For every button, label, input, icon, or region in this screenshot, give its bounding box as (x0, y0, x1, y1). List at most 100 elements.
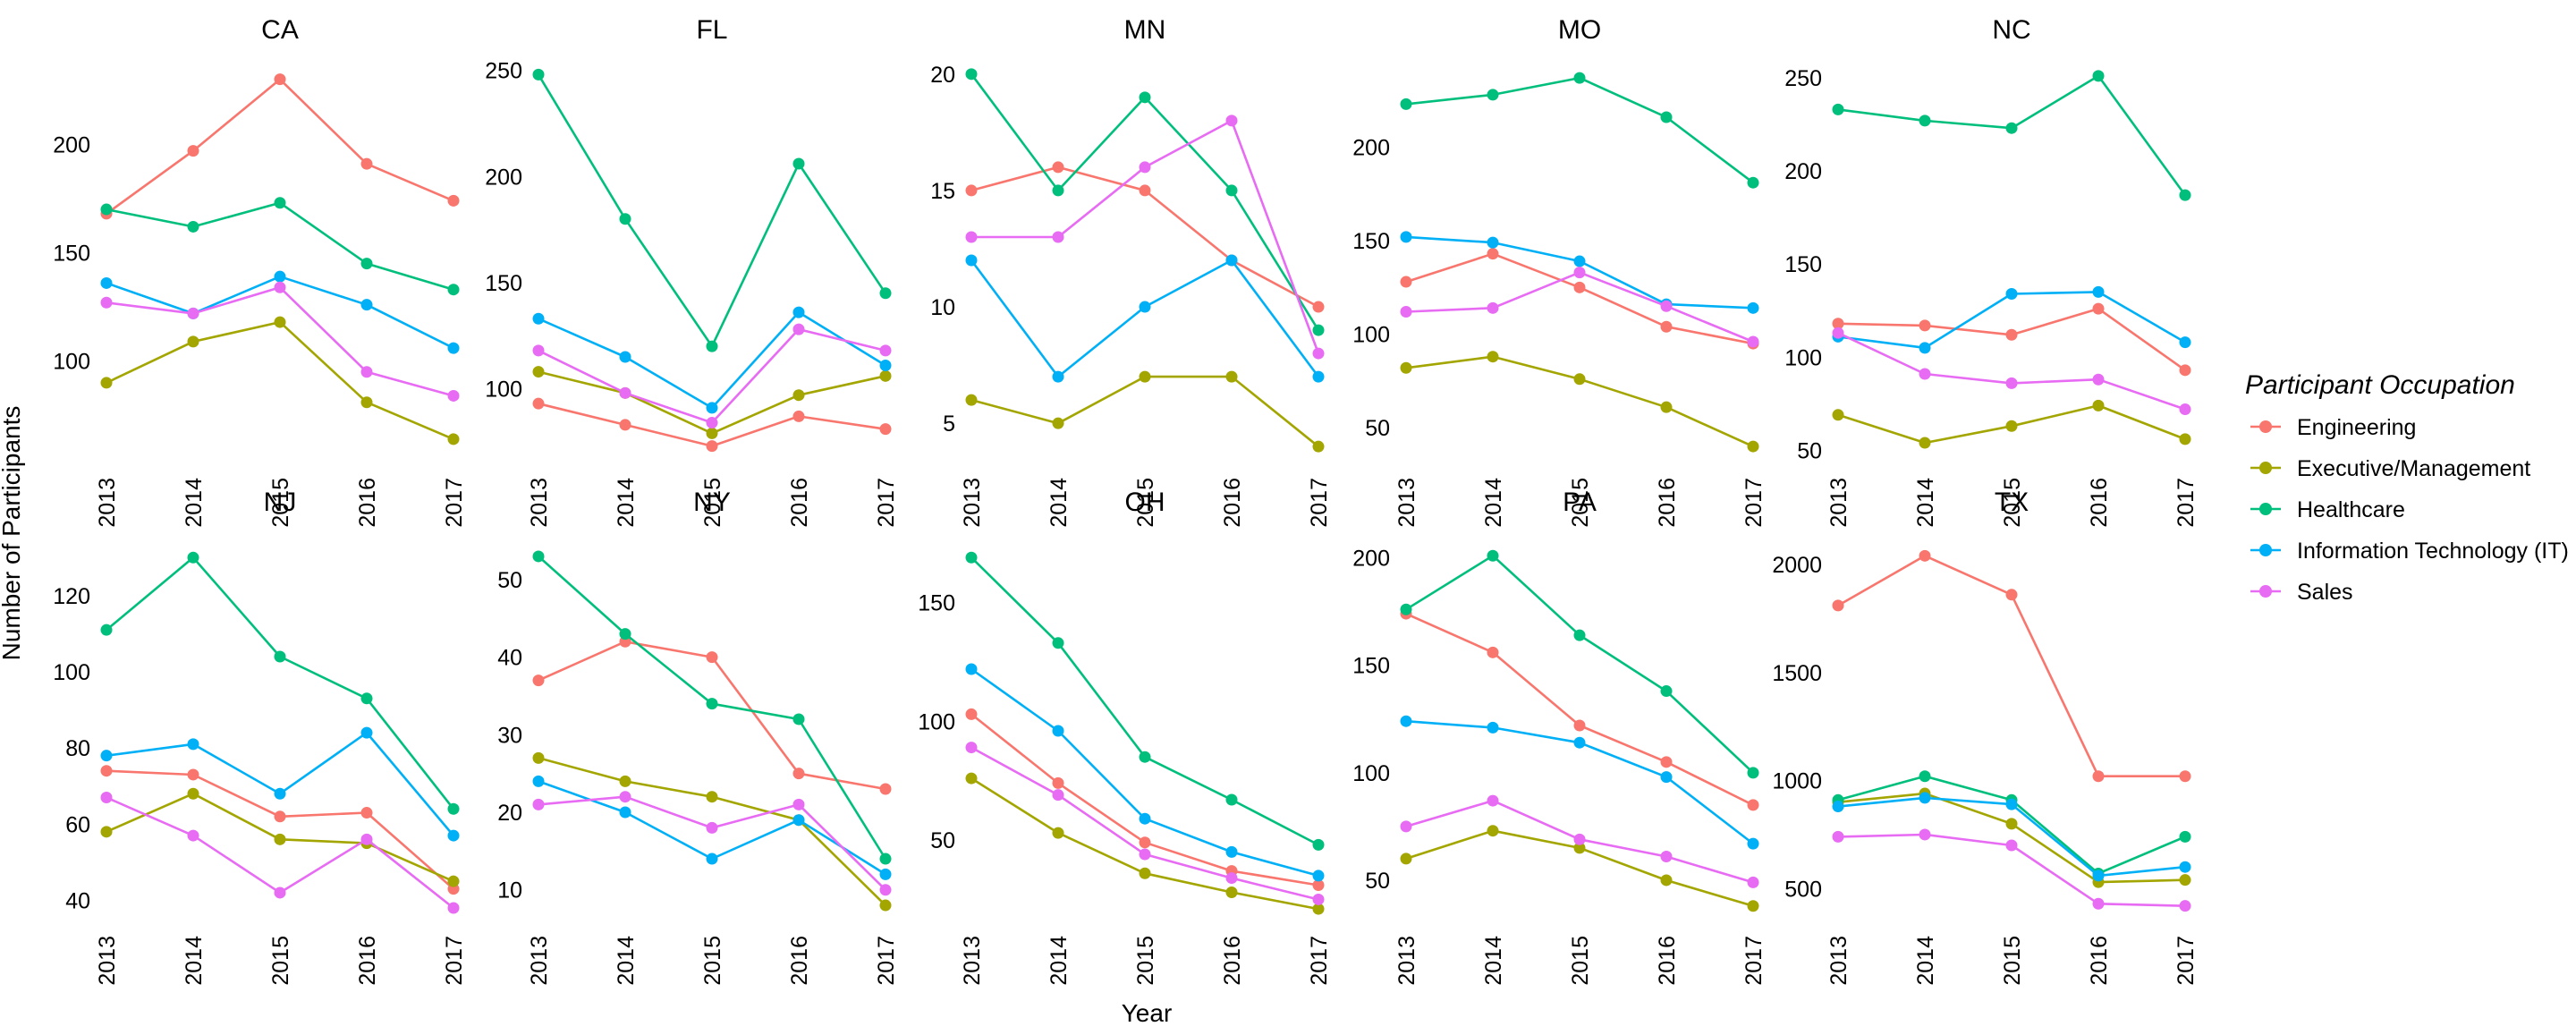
y-tick-label: 150 (1352, 229, 1390, 254)
data-point-executive-management (2005, 420, 2018, 432)
data-point-healthcare (532, 68, 545, 81)
data-point-sales (879, 884, 892, 896)
data-point-executive-management (532, 751, 545, 764)
legend-item-information-technology-it: Information Technology (IT) (2250, 539, 2569, 564)
legend-key-point (2259, 462, 2272, 474)
x-tick-label: 2017 (442, 936, 467, 986)
data-point-information-technology-it (879, 868, 892, 880)
x-tick-label: 2015 (268, 478, 293, 528)
x-tick-label: 2014 (614, 936, 639, 986)
data-point-sales (965, 231, 978, 243)
legend-label: Executive/Management (2297, 456, 2530, 481)
data-point-information-technology-it (965, 663, 978, 675)
data-point-sales (706, 417, 718, 429)
series-line-healthcare (1405, 76, 1754, 184)
legend-key-point (2259, 585, 2272, 598)
data-point-healthcare (1487, 89, 1499, 101)
data-point-engineering (532, 674, 545, 687)
data-point-sales (1225, 115, 1238, 127)
data-point-information-technology-it (2005, 798, 2018, 810)
y-tick-label: 150 (1784, 252, 1822, 277)
data-point-engineering (1832, 599, 1844, 612)
data-point-executive-management (360, 396, 373, 409)
data-point-executive-management (1400, 361, 1412, 374)
data-point-executive-management (1919, 437, 1931, 449)
y-tick-label: 5 (943, 411, 955, 437)
y-tick-label: 1000 (1772, 769, 1822, 794)
legend-title: Participant Occupation (2245, 370, 2515, 400)
series-line-engineering (538, 640, 886, 791)
legend-items: Engineering Executive/Management Healthcar… (2250, 415, 2569, 605)
data-point-sales (2179, 403, 2191, 416)
x-tick-label: 2015 (268, 936, 293, 986)
panel-title: MO (1558, 15, 1601, 45)
x-tick-label: 2013 (527, 936, 552, 986)
data-point-sales (274, 281, 286, 293)
series-line-healthcare (537, 73, 887, 348)
data-point-healthcare (1747, 176, 1759, 189)
data-point-sales (1660, 851, 1673, 863)
x-tick-label: 2013 (95, 478, 120, 528)
x-tick-label: 2014 (614, 478, 639, 528)
y-tick-label: 80 (65, 736, 90, 761)
data-point-healthcare (1400, 98, 1412, 110)
y-tick-label: 100 (485, 378, 522, 403)
data-point-information-technology-it (1139, 301, 1151, 313)
x-tick-label: 2016 (1655, 936, 1680, 986)
data-point-engineering (1747, 799, 1759, 811)
y-tick-label: 150 (918, 591, 955, 616)
y-tick-label: 100 (1352, 761, 1390, 786)
x-tick-label: 2015 (1568, 936, 1593, 986)
data-point-executive-management (1225, 886, 1238, 898)
data-point-information-technology-it (1139, 812, 1151, 825)
data-point-sales (1052, 231, 1064, 243)
data-point-engineering (2092, 770, 2105, 783)
data-point-information-technology-it (532, 775, 545, 787)
data-point-healthcare (2005, 122, 2018, 134)
panel-oh: OH 50 100 150 2013 2014 2015 2016 2017 (918, 488, 1332, 986)
data-point-healthcare (1660, 111, 1673, 123)
legend-label: Engineering (2297, 415, 2416, 440)
x-tick-label: 2014 (1913, 936, 1938, 986)
data-point-information-technology-it (274, 787, 286, 800)
y-tick-label: 50 (1797, 438, 1822, 463)
panel-title: FL (696, 15, 727, 45)
legend-label: Sales (2297, 580, 2353, 605)
data-point-sales (1225, 872, 1238, 885)
panel-pa: PA 50 100 150 200 2013 2014 2015 2016 2017 (1352, 488, 1767, 986)
y-tick-label: 100 (1352, 323, 1390, 348)
data-point-information-technology-it (1573, 736, 1586, 749)
data-point-healthcare (965, 551, 978, 564)
data-point-information-technology-it (532, 312, 545, 325)
data-point-information-technology-it (1573, 255, 1586, 267)
x-tick-label: 2017 (2174, 478, 2199, 528)
data-point-engineering (792, 768, 805, 780)
panel-title: TX (1995, 488, 2029, 517)
y-tick-label: 200 (53, 132, 90, 157)
data-point-information-technology-it (1052, 725, 1064, 737)
data-point-information-technology-it (1400, 231, 1412, 243)
data-point-sales (2179, 900, 2191, 912)
data-point-healthcare (792, 713, 805, 725)
y-tick-label: 1500 (1772, 661, 1822, 686)
data-point-healthcare (792, 157, 805, 170)
data-point-engineering (2179, 364, 2191, 377)
data-point-sales (2092, 897, 2105, 910)
data-point-information-technology-it (619, 351, 631, 363)
y-tick-label: 15 (930, 179, 955, 204)
y-tick-label: 100 (918, 709, 955, 734)
data-point-sales (187, 829, 199, 842)
data-point-engineering (1660, 320, 1673, 333)
data-point-healthcare (2179, 189, 2191, 201)
x-tick-label: 2013 (960, 936, 985, 986)
x-tick-label: 2014 (182, 478, 207, 528)
data-point-information-technology-it (792, 814, 805, 827)
x-tick-label: 2015 (2000, 936, 2025, 986)
data-point-engineering (2005, 589, 2018, 601)
data-point-sales (619, 791, 631, 803)
data-point-sales (447, 389, 460, 402)
data-point-sales (1139, 161, 1151, 174)
y-tick-label: 2000 (1772, 553, 1822, 578)
x-tick-label: 2016 (355, 936, 380, 986)
series-line-healthcare (106, 556, 455, 810)
